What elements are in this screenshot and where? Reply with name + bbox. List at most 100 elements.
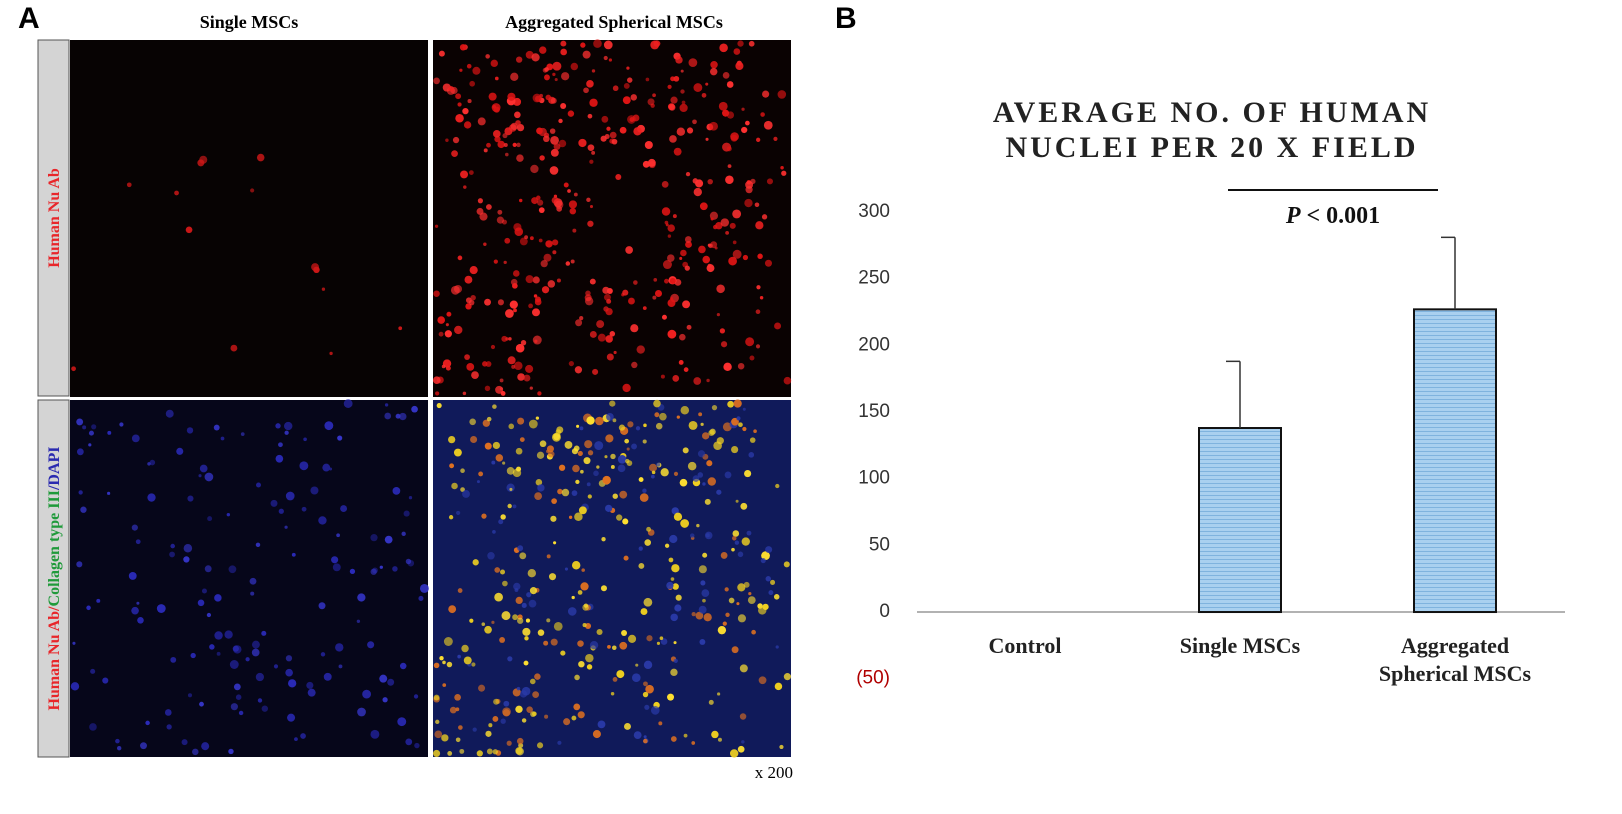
cell-dot	[764, 259, 773, 267]
cell-dot	[255, 672, 265, 682]
cell-dot	[581, 568, 585, 572]
cell-dot	[679, 103, 688, 113]
cell-dot	[88, 430, 94, 436]
cell-dot	[485, 730, 492, 737]
cell-dot	[604, 455, 608, 459]
cell-dot	[645, 684, 654, 694]
cell-dot	[187, 495, 194, 502]
row-label-part: /	[46, 606, 63, 612]
cell-dot	[658, 721, 663, 726]
cell-dot	[513, 582, 521, 591]
cell-dot	[454, 693, 461, 701]
panel-letter: A	[18, 2, 40, 35]
cell-dot	[706, 460, 713, 467]
cell-dot	[131, 434, 140, 443]
cell-dot	[573, 703, 581, 711]
cell-dot	[622, 518, 629, 525]
cell-dot	[228, 565, 237, 574]
cell-dot	[278, 442, 283, 448]
cell-dot	[759, 296, 764, 300]
x-tick-label: Single MSCs	[1179, 633, 1301, 658]
cell-dot	[652, 295, 657, 300]
cell-dot	[587, 144, 595, 151]
cell-dot	[610, 464, 615, 469]
cell-dot	[238, 710, 244, 716]
cell-dot	[564, 567, 569, 571]
cell-dot	[476, 207, 484, 215]
cell-dot	[515, 596, 523, 605]
cell-dot	[783, 561, 790, 568]
cell-dot	[708, 429, 715, 436]
cell-dot	[343, 399, 353, 408]
cell-dot	[537, 391, 542, 396]
micrograph	[70, 40, 428, 397]
cell-dot	[739, 664, 748, 673]
cell-dot	[442, 660, 446, 665]
cell-dot	[580, 582, 589, 591]
cell-dot	[131, 524, 138, 531]
cell-dot	[615, 174, 622, 181]
cell-dot	[356, 619, 361, 623]
cell-dot	[532, 335, 542, 345]
cell-dot	[758, 676, 767, 685]
cell-dot	[753, 429, 757, 433]
cell-dot	[669, 534, 678, 544]
cell-dot	[516, 466, 522, 472]
cell-dot	[455, 737, 461, 743]
cell-dot	[761, 551, 770, 561]
cell-dot	[501, 611, 511, 621]
cell-dot	[731, 445, 739, 454]
cell-dot	[76, 418, 84, 426]
cell-dot	[570, 62, 579, 71]
cell-dot	[149, 459, 156, 466]
cell-dot	[472, 559, 479, 566]
cell-dot	[399, 662, 407, 670]
cell-dot	[337, 435, 343, 441]
cell-dot	[492, 404, 497, 409]
cell-dot	[654, 289, 663, 298]
cell-dot	[638, 477, 644, 483]
cell-dot	[448, 515, 454, 520]
cell-dot	[644, 704, 650, 710]
cell-dot	[201, 588, 207, 594]
cell-dot	[204, 472, 214, 482]
cell-dot	[550, 515, 557, 522]
cell-dot	[181, 739, 188, 746]
y-tick-label: 200	[858, 334, 890, 355]
cell-dot	[165, 409, 174, 418]
cell-dot	[556, 426, 564, 434]
cell-dot	[671, 507, 679, 515]
column-header: Aggregated Spherical MSCs	[505, 12, 723, 32]
cell-dot	[164, 709, 172, 716]
cell-dot	[714, 246, 718, 250]
cell-dot	[575, 479, 580, 485]
cell-dot	[228, 748, 234, 755]
cell-dot	[762, 90, 770, 98]
row-label-part: Human Nu Ab	[46, 168, 63, 268]
cell-dot	[530, 164, 539, 174]
cell-dot	[642, 439, 647, 444]
cell-dot	[519, 437, 525, 442]
cell-dot	[493, 259, 498, 264]
cell-dot	[521, 718, 527, 723]
cell-dot	[707, 178, 713, 185]
cell-dot	[543, 640, 549, 646]
cell-dot	[461, 644, 469, 653]
cell-dot	[511, 364, 516, 369]
cell-dot	[690, 533, 695, 538]
cell-dot	[509, 300, 518, 309]
cell-dot	[78, 490, 83, 495]
cell-dot	[664, 220, 669, 225]
cell-dot	[287, 713, 296, 722]
cell-dot	[643, 735, 647, 739]
cell-dot	[749, 355, 755, 361]
cell-dot	[320, 652, 326, 657]
cell-dot	[578, 138, 587, 148]
cell-dot	[456, 510, 461, 515]
cell-dot	[636, 345, 645, 354]
cell-dot	[613, 350, 617, 355]
cell-dot	[230, 703, 238, 711]
cell-dot	[701, 589, 710, 597]
cell-dot	[336, 533, 340, 538]
cell-dot	[500, 569, 506, 575]
